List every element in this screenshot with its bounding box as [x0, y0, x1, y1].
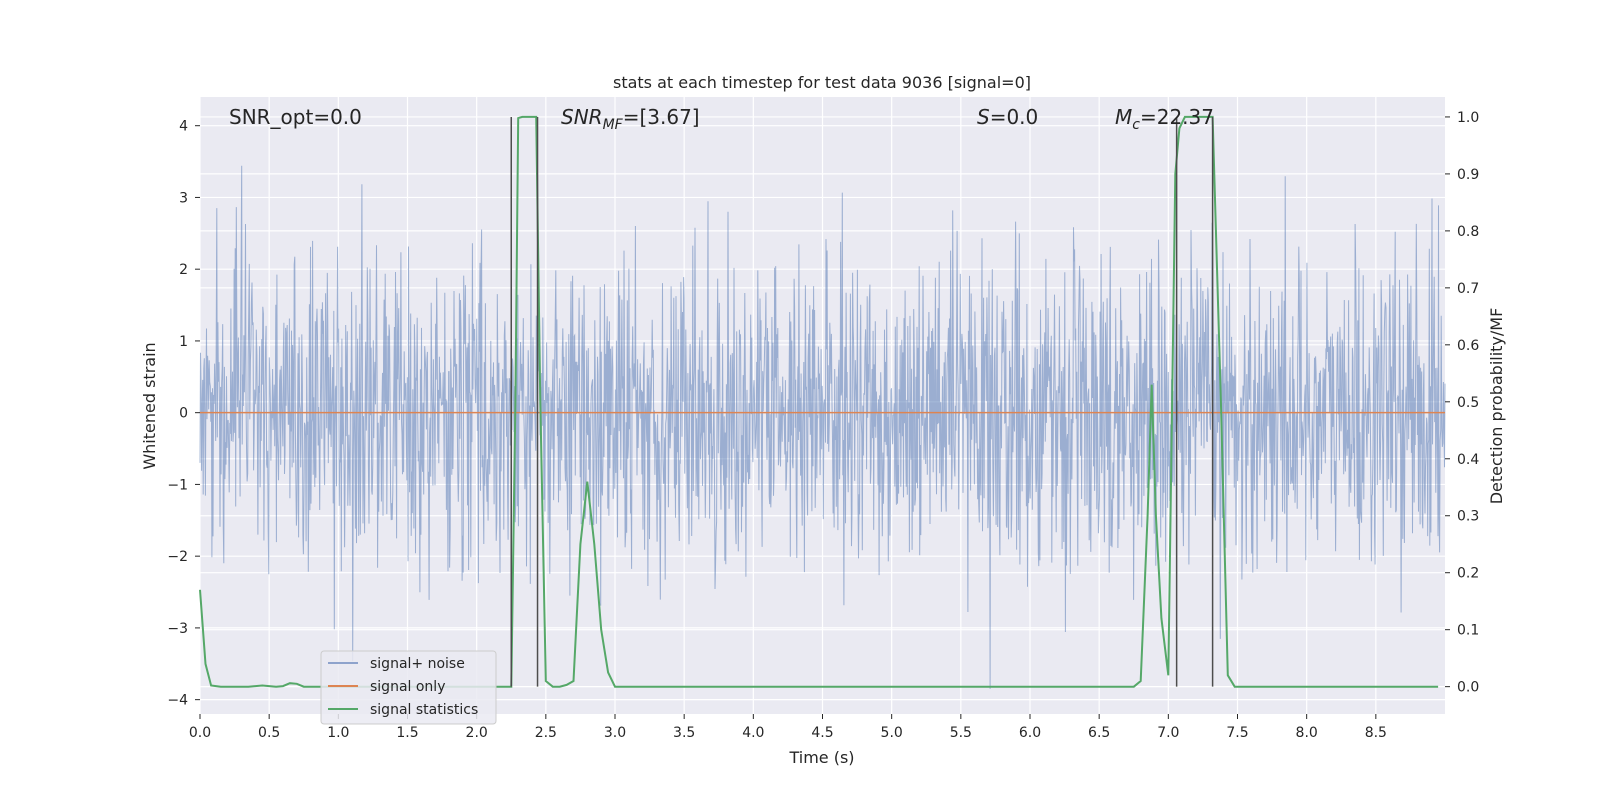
y2-tick-label: 0.0 [1457, 680, 1479, 696]
y2-tick-label: 0.9 [1457, 167, 1479, 183]
y2-tick-label: 0.4 [1457, 452, 1479, 468]
y-axis-label: Whitened strain [140, 342, 159, 469]
y2-tick-label: 0.6 [1457, 338, 1479, 354]
legend-label-signal-only: signal only [370, 679, 445, 695]
x-tick-label: 0.0 [189, 725, 211, 741]
annotation-snr-mf-sub: MF [603, 117, 624, 133]
x-tick-label: 8.5 [1365, 725, 1387, 741]
y-tick-label: 0 [179, 406, 188, 422]
x-tick-label: 2.5 [535, 725, 557, 741]
annotation-mc-rest: =22.37 [1140, 105, 1214, 129]
y2-tick-label: 0.2 [1457, 566, 1479, 582]
y2-tick-label: 0.8 [1457, 224, 1479, 240]
legend-label-signal-statistics: signal statistics [370, 702, 478, 718]
annotation-mc-sub: c [1132, 117, 1140, 133]
x-tick-label: 4.5 [811, 725, 833, 741]
y-tick-label: −2 [167, 549, 188, 565]
y-tick-label: −4 [167, 693, 188, 709]
x-tick-label: 7.0 [1157, 725, 1179, 741]
x-tick-label: 0.5 [258, 725, 280, 741]
x-tick-label: 4.0 [742, 725, 764, 741]
x-tick-label: 1.0 [327, 725, 349, 741]
legend-label-signal-noise: signal+ noise [370, 656, 465, 672]
y2-tick-label: 0.3 [1457, 509, 1479, 525]
x-tick-label: 3.5 [673, 725, 695, 741]
x-tick-label: 1.5 [396, 725, 418, 741]
vlines [510, 116, 1214, 687]
annotation-snr-mf: SNRMF=[3.67] [561, 105, 700, 133]
annotation-s-main: S [977, 105, 990, 129]
series-layer [199, 115, 1445, 688]
annotation-mc-main: M [1115, 105, 1132, 129]
x-tick-label: 5.0 [881, 725, 903, 741]
y2-tick-label: 0.7 [1457, 281, 1479, 297]
y-tick-label: 3 [179, 190, 188, 206]
y2-axis-label: Detection probability/MF [1487, 308, 1506, 505]
y-tick-label: 2 [179, 262, 188, 278]
y-tick-label: −1 [167, 477, 188, 493]
y2-tick-label: 1.0 [1457, 110, 1479, 126]
chart-title: stats at each timestep for test data 903… [613, 73, 1031, 92]
legend: signal+ noise signal only signal statist… [320, 650, 497, 725]
series-signal-noise-line [199, 165, 1446, 689]
y-tick-label: 1 [179, 334, 188, 350]
x-tick-label: 7.5 [1226, 725, 1248, 741]
annotation-s-rest: =0.0 [990, 105, 1039, 129]
tick-labels: 0.0 0.5 1.0 1.5 2.0 2.5 3.0 3.5 4.0 4.5 5.0 5.5 6.0 6… [167, 110, 1479, 741]
series-signal-statistics-line [199, 115, 1439, 688]
x-tick-label: 5.5 [950, 725, 972, 741]
x-axis-label: Time (s) [788, 748, 854, 767]
signal-noise-series [199, 165, 1446, 689]
x-tick-label: 2.0 [466, 725, 488, 741]
annotation-snr-mf-main: SNR [561, 105, 603, 129]
y2-tick-label: 0.5 [1457, 395, 1479, 411]
annotation-mc: Mc=22.37 [1115, 105, 1214, 133]
annotation-snr-mf-rest: =[3.67] [623, 105, 700, 129]
x-tick-label: 8.0 [1296, 725, 1318, 741]
annotation-s: S=0.0 [977, 105, 1038, 129]
y2-tick-label: 0.1 [1457, 623, 1479, 639]
y-tick-label: 4 [179, 119, 188, 135]
x-tick-label: 3.0 [604, 725, 626, 741]
legend-box [320, 650, 497, 725]
x-tick-label: 6.5 [1088, 725, 1110, 741]
y-tick-label: −3 [167, 621, 188, 637]
x-tick-label: 6.0 [1019, 725, 1041, 741]
annotation-snr-opt: SNR_opt=0.0 [229, 105, 362, 129]
